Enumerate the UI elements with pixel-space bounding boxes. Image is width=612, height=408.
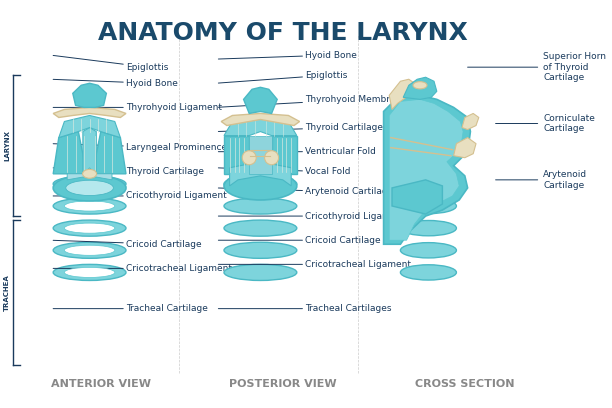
Polygon shape <box>392 180 442 214</box>
Text: Ventricular Fold: Ventricular Fold <box>218 147 376 156</box>
Polygon shape <box>224 135 249 174</box>
Ellipse shape <box>264 151 278 165</box>
Text: Tracheal Cartilages: Tracheal Cartilages <box>218 304 392 313</box>
Ellipse shape <box>53 220 126 236</box>
Text: POSTERIOR VIEW: POSTERIOR VIEW <box>229 379 337 389</box>
Text: Thyrohyoid Ligament: Thyrohyoid Ligament <box>53 103 222 112</box>
Text: Laryngeal Prominence: Laryngeal Prominence <box>53 143 227 152</box>
Text: Cricothyroid Ligament: Cricothyroid Ligament <box>218 212 406 221</box>
Ellipse shape <box>65 180 113 195</box>
Polygon shape <box>224 118 297 135</box>
Polygon shape <box>67 168 112 180</box>
Text: Cricoid Cartilage: Cricoid Cartilage <box>53 240 201 249</box>
Polygon shape <box>73 83 106 107</box>
Ellipse shape <box>64 179 115 189</box>
Ellipse shape <box>224 172 297 200</box>
Polygon shape <box>53 131 84 174</box>
Ellipse shape <box>53 175 126 201</box>
Text: Cricothyroid Ligament: Cricothyroid Ligament <box>53 191 226 200</box>
Text: Thyroid Cartilage: Thyroid Cartilage <box>53 167 204 176</box>
Text: LARYNX: LARYNX <box>4 130 10 161</box>
Ellipse shape <box>64 267 115 277</box>
Ellipse shape <box>400 220 457 236</box>
Text: Cricoid Cartilage: Cricoid Cartilage <box>218 236 381 245</box>
Text: Hyoid Bone: Hyoid Bone <box>53 79 178 88</box>
Text: Corniculate
Cartilage: Corniculate Cartilage <box>496 114 595 133</box>
Text: Arytenoid Cartilage: Arytenoid Cartilage <box>218 187 394 196</box>
Ellipse shape <box>400 198 457 214</box>
Ellipse shape <box>242 151 256 165</box>
Polygon shape <box>221 113 300 126</box>
Text: TRACHEA: TRACHEA <box>4 274 10 311</box>
Ellipse shape <box>53 198 126 214</box>
Ellipse shape <box>64 245 115 255</box>
Ellipse shape <box>53 176 126 192</box>
Ellipse shape <box>53 264 126 280</box>
Polygon shape <box>384 95 471 244</box>
Ellipse shape <box>413 82 427 89</box>
Text: CROSS SECTION: CROSS SECTION <box>415 379 515 389</box>
Ellipse shape <box>64 223 115 233</box>
Polygon shape <box>244 87 277 113</box>
Text: ANATOMY OF THE LARYNX: ANATOMY OF THE LARYNX <box>98 21 468 45</box>
Polygon shape <box>249 135 272 174</box>
Ellipse shape <box>64 201 115 211</box>
Ellipse shape <box>224 176 297 192</box>
Ellipse shape <box>83 169 97 178</box>
Polygon shape <box>403 77 437 100</box>
Polygon shape <box>462 113 479 130</box>
Polygon shape <box>53 107 126 118</box>
Polygon shape <box>272 135 297 174</box>
Ellipse shape <box>224 264 297 280</box>
Text: Thyrohyoid Membrane: Thyrohyoid Membrane <box>218 95 407 107</box>
Text: Epiglottis: Epiglottis <box>218 71 348 83</box>
Text: ANTERIOR VIEW: ANTERIOR VIEW <box>51 379 151 389</box>
Polygon shape <box>83 128 96 174</box>
Polygon shape <box>389 79 414 109</box>
Text: Arytenoid
Cartilage: Arytenoid Cartilage <box>496 170 588 190</box>
Text: Superior Horn
of Thyroid
Cartilage: Superior Horn of Thyroid Cartilage <box>468 52 606 82</box>
Text: Tracheal Cartilage: Tracheal Cartilage <box>53 304 208 313</box>
Polygon shape <box>95 131 126 174</box>
Text: Epiglottis: Epiglottis <box>53 55 168 72</box>
Polygon shape <box>59 115 121 137</box>
Text: Vocal Fold: Vocal Fold <box>218 167 351 176</box>
Text: Hyoid Bone: Hyoid Bone <box>218 51 357 60</box>
Polygon shape <box>389 100 463 240</box>
Text: Thyroid Cartilage: Thyroid Cartilage <box>218 123 383 132</box>
Text: Cricotracheal Ligament: Cricotracheal Ligament <box>218 260 411 269</box>
Ellipse shape <box>224 198 297 214</box>
Ellipse shape <box>400 243 457 258</box>
Ellipse shape <box>400 265 457 280</box>
Polygon shape <box>230 162 291 186</box>
Ellipse shape <box>224 220 297 236</box>
Text: Cricotracheal Ligament: Cricotracheal Ligament <box>53 264 232 273</box>
Ellipse shape <box>53 242 126 258</box>
Polygon shape <box>453 137 476 158</box>
Ellipse shape <box>224 242 297 258</box>
